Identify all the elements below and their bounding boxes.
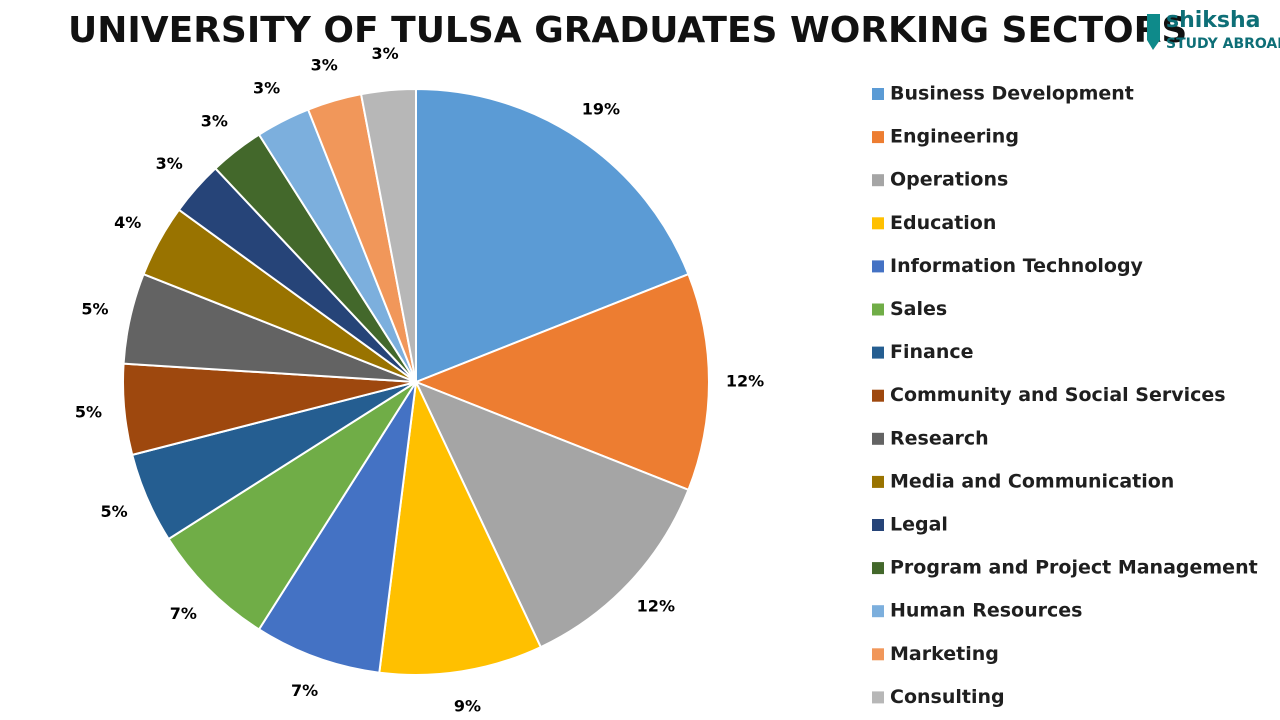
pie-slice xyxy=(167,381,417,631)
pie-slice xyxy=(378,378,543,676)
legend-label: Program and Project Management xyxy=(890,557,1258,579)
legend-label: Human Resources xyxy=(890,600,1082,622)
legend-swatch xyxy=(872,648,884,661)
data-label: 5% xyxy=(81,300,108,319)
data-label: 3% xyxy=(311,56,338,75)
legend-swatch xyxy=(872,605,884,618)
legend-swatch xyxy=(872,346,884,359)
legend-label: Engineering xyxy=(890,126,1019,148)
legend-swatch xyxy=(872,131,884,144)
legend-swatch xyxy=(872,562,884,575)
pie-slice xyxy=(415,87,690,384)
pie-slice xyxy=(359,87,417,383)
logo: shiksha STUDY ABROAD xyxy=(1147,8,1280,52)
pie-slice xyxy=(257,381,417,674)
legend-label: Operations xyxy=(890,169,1008,191)
legend-swatch xyxy=(872,691,884,704)
legend-label: Sales xyxy=(890,298,947,320)
legend-swatch xyxy=(872,432,884,445)
logo-icon xyxy=(1147,14,1160,50)
data-label: 3% xyxy=(201,112,228,131)
legend-swatch xyxy=(872,260,884,273)
logo-name: shiksha xyxy=(1166,8,1261,33)
legend-label: Media and Communication xyxy=(890,470,1174,492)
legend-label: Legal xyxy=(890,514,948,536)
data-label: 3% xyxy=(371,44,398,63)
data-label: 7% xyxy=(291,681,318,700)
legend-label: Marketing xyxy=(890,643,999,665)
chart-title: UNIVERSITY OF TULSA GRADUATES WORKING SE… xyxy=(68,10,1187,51)
legend-swatch xyxy=(872,475,884,488)
data-label: 19% xyxy=(582,99,620,118)
legend-label: Business Development xyxy=(890,83,1134,105)
data-label: 12% xyxy=(726,372,764,391)
legend-label: Consulting xyxy=(890,686,1005,708)
legend-swatch xyxy=(872,389,884,402)
legend-label: Finance xyxy=(890,341,974,363)
logo-tagline: STUDY ABROAD xyxy=(1166,36,1280,52)
data-label: 5% xyxy=(100,502,127,521)
legend-swatch xyxy=(872,519,884,531)
data-label: 9% xyxy=(454,696,481,715)
legend-swatch xyxy=(872,174,884,187)
legend-swatch xyxy=(872,88,884,100)
data-label: 4% xyxy=(114,213,141,232)
pie-slice xyxy=(413,272,710,492)
legend-label: Education xyxy=(890,212,996,234)
legend-label: Community and Social Services xyxy=(890,384,1226,406)
legend-swatch xyxy=(872,303,884,316)
data-label: 7% xyxy=(170,604,197,623)
data-label: 3% xyxy=(253,78,280,97)
data-label: 5% xyxy=(75,402,102,421)
legend-swatch xyxy=(872,217,884,230)
legend-label: Information Technology xyxy=(890,255,1144,277)
data-label: 12% xyxy=(637,597,675,616)
pie-slice xyxy=(414,380,690,649)
data-label: 3% xyxy=(156,154,183,173)
legend-label: Research xyxy=(890,427,989,449)
